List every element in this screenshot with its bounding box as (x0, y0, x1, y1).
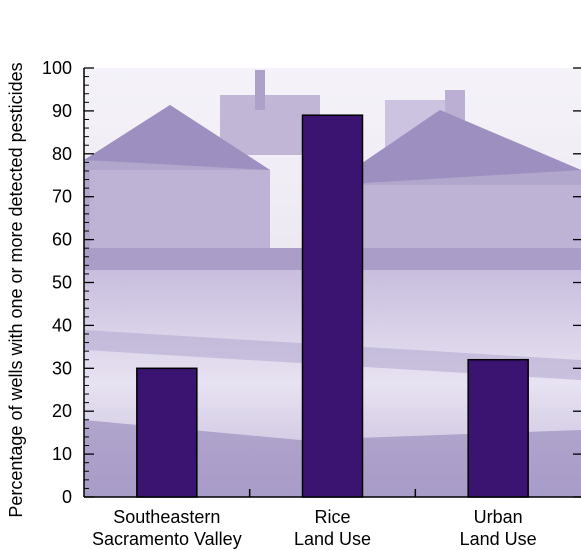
y-tick-label: 90 (52, 101, 72, 121)
y-tick-label: 60 (52, 230, 72, 250)
y-axis: 0 10 20 30 40 50 60 70 80 90 100 (42, 58, 94, 507)
bar-0 (136, 367, 198, 498)
category-label: Land Use (294, 529, 371, 549)
y-tick-label: 40 (52, 315, 72, 335)
bar-1 (301, 114, 364, 498)
y-tick-label: 100 (42, 58, 72, 78)
category-label: Southeastern (113, 507, 220, 527)
category-label: Sacramento Valley (92, 529, 242, 549)
category-label: Land Use (460, 529, 537, 549)
category-label: Rice (314, 507, 350, 527)
y-tick-label: 10 (52, 444, 72, 464)
y-tick-label: 30 (52, 358, 72, 378)
category-label: Urban (474, 507, 523, 527)
y-tick-label: 0 (62, 487, 72, 507)
y-tick-label: 50 (52, 273, 72, 293)
y-tick-label: 70 (52, 187, 72, 207)
bar-2 (467, 358, 529, 498)
y-tick-label: 20 (52, 401, 72, 421)
y-axis-label: Percentage of wells with one or more det… (6, 62, 26, 517)
right-axis-ticks (573, 67, 581, 498)
y-tick-label: 80 (52, 144, 72, 164)
